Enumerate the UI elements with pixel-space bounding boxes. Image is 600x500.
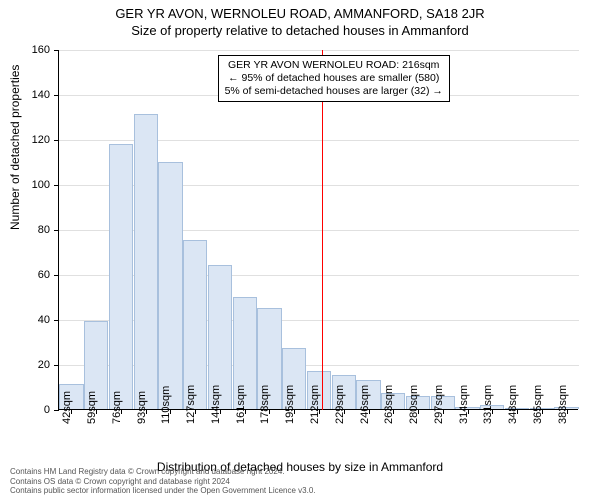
ytick-mark (54, 275, 59, 276)
ytick-mark (54, 140, 59, 141)
ytick-mark (54, 365, 59, 366)
ytick-label: 140 (0, 89, 50, 101)
ytick-mark (54, 50, 59, 51)
ytick-label: 120 (0, 134, 50, 146)
chart-subtitle: Size of property relative to detached ho… (0, 21, 600, 38)
ytick-mark (54, 185, 59, 186)
annotation-line: GER YR AVON WERNOLEU ROAD: 216sqm (225, 59, 443, 72)
plot-region: GER YR AVON WERNOLEU ROAD: 216sqm← 95% o… (58, 50, 578, 410)
ytick-mark (54, 95, 59, 96)
footer-attribution: Contains HM Land Registry data © Crown c… (10, 467, 316, 496)
ytick-label: 60 (0, 269, 50, 281)
ytick-label: 40 (0, 314, 50, 326)
ytick-label: 0 (0, 404, 50, 416)
annotation-line: ← 95% of detached houses are smaller (58… (225, 72, 443, 85)
chart-container: GER YR AVON, WERNOLEU ROAD, AMMANFORD, S… (0, 0, 600, 500)
ytick-mark (54, 410, 59, 411)
ytick-label: 80 (0, 224, 50, 236)
footer-line: Contains HM Land Registry data © Crown c… (10, 467, 316, 477)
annotation-box: GER YR AVON WERNOLEU ROAD: 216sqm← 95% o… (218, 55, 450, 102)
histogram-bar (134, 114, 158, 409)
histogram-bar (158, 162, 182, 410)
histogram-bar (109, 144, 133, 410)
gridline (59, 50, 579, 51)
ytick-mark (54, 320, 59, 321)
reference-line (322, 50, 323, 410)
footer-line: Contains OS data © Crown copyright and d… (10, 477, 316, 487)
ytick-mark (54, 230, 59, 231)
chart-area: GER YR AVON WERNOLEU ROAD: 216sqm← 95% o… (58, 50, 578, 410)
ytick-label: 20 (0, 359, 50, 371)
ytick-label: 100 (0, 179, 50, 191)
annotation-line: 5% of semi-detached houses are larger (3… (225, 85, 443, 98)
chart-title: GER YR AVON, WERNOLEU ROAD, AMMANFORD, S… (0, 0, 600, 21)
ytick-label: 160 (0, 44, 50, 56)
footer-line: Contains public sector information licen… (10, 486, 316, 496)
histogram-bar (183, 240, 207, 409)
